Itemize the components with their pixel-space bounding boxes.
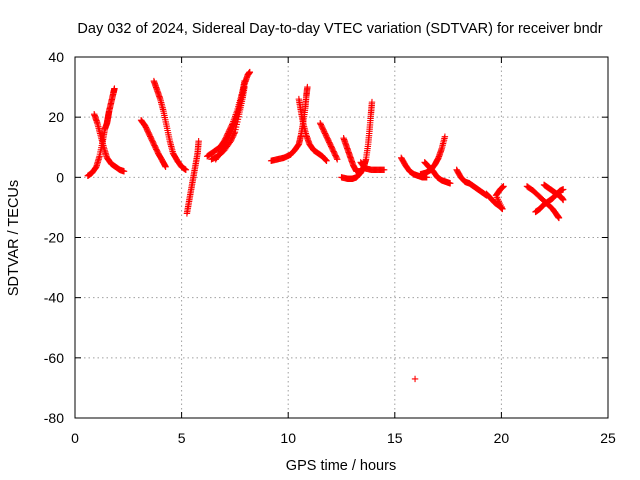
y-tick-label: 40 bbox=[48, 49, 64, 65]
x-tick-label: 20 bbox=[494, 430, 510, 446]
plus-marker bbox=[182, 166, 190, 174]
plus-marker bbox=[560, 196, 567, 204]
y-tick-label: -40 bbox=[44, 290, 64, 306]
y-tick-label: -20 bbox=[44, 230, 64, 246]
series-arc-10c bbox=[540, 181, 567, 204]
data-points bbox=[84, 68, 567, 383]
plus-marker bbox=[246, 68, 254, 76]
plus-marker bbox=[162, 163, 169, 171]
axis-ticks bbox=[74, 56, 609, 419]
x-tick-label: 25 bbox=[600, 430, 616, 446]
plus-marker bbox=[322, 156, 330, 164]
series-arc-5b bbox=[295, 95, 330, 164]
y-tick-label: 20 bbox=[48, 109, 64, 125]
series-arc-1b bbox=[90, 110, 128, 175]
plus-marker bbox=[111, 85, 118, 92]
series-arc-9a bbox=[453, 166, 490, 199]
series-arc-10a bbox=[523, 183, 563, 222]
series-arc-3 bbox=[183, 138, 202, 217]
plus-marker bbox=[555, 214, 563, 222]
plus-marker bbox=[560, 186, 567, 193]
y-tick-labels: -80 -60 -40 -20 0 20 40 bbox=[44, 49, 64, 426]
plus-marker bbox=[334, 156, 341, 163]
series-arc-2b bbox=[150, 77, 190, 174]
plus-marker bbox=[304, 83, 311, 91]
series-arc-6 bbox=[316, 119, 341, 163]
y-axis-label: SDTVAR / TECUs bbox=[6, 180, 22, 296]
x-axis-label: GPS time / hours bbox=[286, 458, 396, 474]
plus-marker bbox=[241, 83, 248, 91]
plus-marker bbox=[441, 133, 449, 140]
y-tick-label: 0 bbox=[56, 169, 64, 185]
plus-marker bbox=[368, 98, 376, 106]
plus-marker bbox=[447, 180, 454, 187]
plus-marker bbox=[500, 183, 507, 190]
x-tick-labels: 0 5 10 15 20 25 bbox=[71, 430, 616, 446]
plus-marker bbox=[380, 166, 388, 174]
x-tick-label: 0 bbox=[71, 430, 79, 446]
plus-marker bbox=[333, 154, 340, 162]
plus-marker bbox=[322, 156, 329, 163]
series-arc-7c bbox=[357, 159, 388, 174]
plus-marker bbox=[195, 138, 202, 145]
y-tick-label: -80 bbox=[44, 410, 64, 426]
chart-title: Day 032 of 2024, Sidereal Day-to-day VTE… bbox=[77, 21, 602, 37]
series-arc-1a bbox=[84, 85, 118, 180]
series-arc-4c bbox=[208, 83, 248, 163]
series-arc-8c bbox=[421, 159, 454, 187]
series-arc-9b bbox=[483, 183, 507, 213]
x-tick-label: 15 bbox=[387, 430, 403, 446]
series-arc-5a bbox=[267, 83, 311, 164]
y-tick-label: -60 bbox=[44, 350, 64, 366]
plus-marker bbox=[120, 168, 128, 175]
series-arc-2a bbox=[137, 116, 169, 171]
plus-marker bbox=[411, 375, 419, 383]
plus-marker bbox=[241, 77, 248, 85]
plus-marker bbox=[231, 130, 238, 137]
x-tick-label: 5 bbox=[178, 430, 186, 446]
series-outlier bbox=[411, 375, 419, 383]
plus-marker bbox=[323, 157, 330, 164]
x-tick-label: 10 bbox=[280, 430, 296, 446]
